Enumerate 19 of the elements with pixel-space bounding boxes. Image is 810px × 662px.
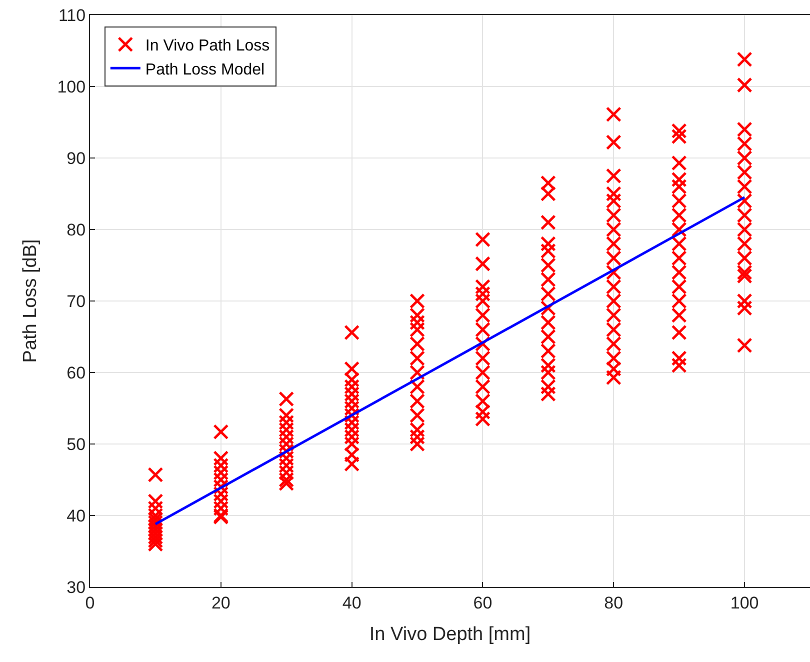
y-tick-label: 90	[66, 148, 86, 168]
x-tick-label: 80	[604, 593, 624, 612]
y-tick-label: 50	[66, 434, 86, 454]
legend-label: In Vivo Path Loss	[145, 38, 270, 55]
y-tick-label: 110	[58, 6, 86, 25]
y-tick-label: 70	[66, 292, 86, 311]
y-axis-title: Path Loss [dB]	[20, 239, 42, 363]
x-tick-label: 100	[730, 593, 759, 612]
x-tick-label: 60	[473, 593, 492, 612]
x-tick-label: 20	[211, 593, 230, 612]
y-tick-label: 60	[66, 363, 86, 382]
y-tick-label: 30	[66, 578, 86, 597]
x-axis-title: In Vivo Depth [mm]	[369, 624, 531, 646]
y-tick-label: 40	[66, 506, 86, 526]
legend-label: Path Loss Model	[145, 61, 265, 78]
y-tick-label: 80	[66, 220, 86, 240]
x-tick-label: 0	[85, 593, 95, 612]
y-tick-label: 100	[57, 77, 86, 96]
x-tick-label: 40	[342, 593, 362, 612]
